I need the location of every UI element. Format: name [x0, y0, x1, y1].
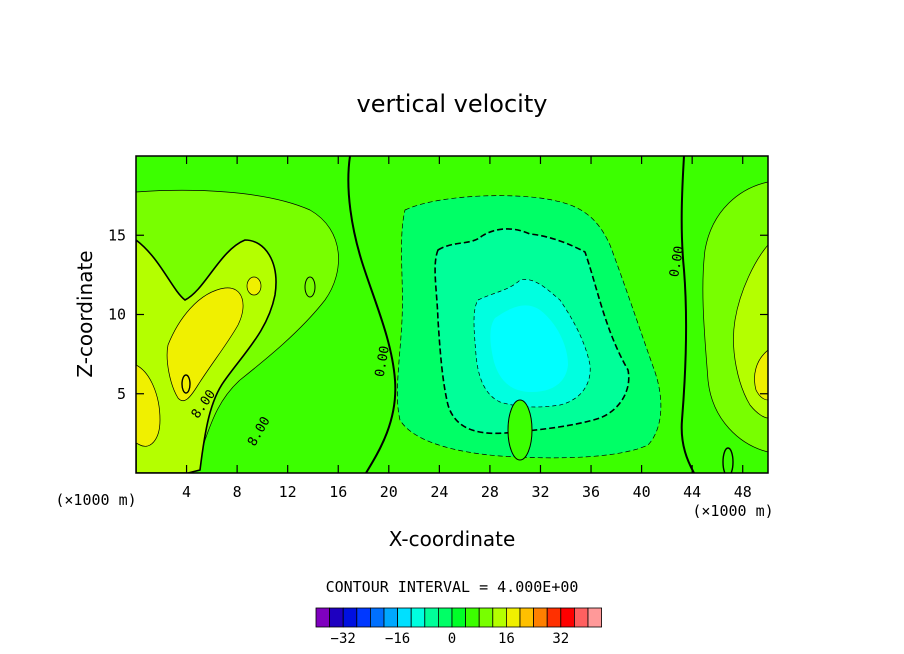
colorbar-swatch — [492, 607, 507, 628]
x-tick-label: 36 — [582, 483, 600, 501]
x-tick-label: 28 — [481, 483, 499, 501]
colorbar-swatch — [437, 607, 453, 628]
colorbar-swatch — [315, 607, 331, 628]
x-unit-right: (×1000 m) — [692, 502, 773, 520]
colorbar-swatch — [560, 607, 575, 628]
colorbar-swatch — [587, 607, 603, 628]
contour-band-12-lobe — [136, 364, 161, 447]
colorbar-swatch — [329, 607, 344, 628]
colorbar-tick-label: 16 — [498, 631, 515, 647]
colorbar: −32 −16 0 16 32 — [315, 607, 603, 647]
small-cell — [722, 447, 734, 473]
colorbar-swatch — [342, 607, 358, 628]
x-tick-label: 44 — [683, 483, 701, 501]
small-cell — [304, 276, 316, 298]
colorbar-swatch — [369, 607, 385, 628]
x-tick-label: 32 — [531, 483, 549, 501]
contour-fill-layer — [136, 156, 768, 473]
colorbar-tick-label: 0 — [448, 631, 456, 647]
plot-area: 0.000.008.008.00 4 8 12 16 20 24 28 32 36 40 44 485… — [108, 155, 769, 501]
y-tick-label: 5 — [117, 385, 126, 403]
colorbar-tick-label: 32 — [552, 631, 569, 647]
x-tick-label: 12 — [279, 483, 297, 501]
colorbar-tick-label: −16 — [385, 631, 410, 647]
colorbar-swatch — [519, 607, 535, 628]
colorbar-swatch — [574, 607, 589, 628]
contour-interval-text: CONTOUR INTERVAL = 4.000E+00 — [326, 578, 579, 596]
y-tick-label: 10 — [108, 306, 126, 324]
y-tick-label: 15 — [108, 226, 126, 244]
colorbar-swatch — [410, 607, 426, 628]
x-tick-label: 16 — [329, 483, 347, 501]
contour-band-12-right — [754, 349, 768, 401]
zero-contour-line-center — [347, 156, 397, 473]
contour-label: 0.00 — [667, 245, 687, 278]
contour-band-neg16 — [490, 305, 568, 392]
colorbar-swatch — [505, 607, 521, 628]
colorbar-tick-label: −32 — [331, 631, 356, 647]
small-cell — [246, 276, 262, 296]
colorbar-swatch — [451, 607, 467, 628]
x-tick-label: 8 — [233, 483, 242, 501]
x-tick-label: 48 — [734, 483, 752, 501]
x-tick-label: 24 — [430, 483, 448, 501]
x-axis-label: X-coordinate — [389, 527, 516, 551]
small-cell — [181, 374, 191, 394]
contour-label: 0.00 — [373, 345, 393, 378]
x-tick-label: 40 — [633, 483, 651, 501]
colorbar-swatch — [533, 607, 548, 628]
colorbar-swatch — [356, 607, 371, 628]
y-axis-label: Z-coordinate — [73, 250, 97, 377]
colorbar-swatch — [465, 607, 480, 628]
chart-title: vertical velocity — [357, 90, 548, 118]
colorbar-swatch — [397, 607, 412, 628]
colorbar-swatch — [478, 607, 494, 628]
colorbar-swatch — [424, 607, 439, 628]
colorbar-swatch — [546, 607, 562, 628]
x-tick-label: 4 — [182, 483, 191, 501]
colorbar-swatch — [383, 607, 399, 628]
x-tick-label: 20 — [380, 483, 398, 501]
small-cell — [507, 399, 533, 461]
contour-band-12 — [166, 287, 244, 402]
x-unit-left: (×1000 m) — [55, 491, 136, 509]
zero-contour-line-right — [680, 156, 695, 473]
